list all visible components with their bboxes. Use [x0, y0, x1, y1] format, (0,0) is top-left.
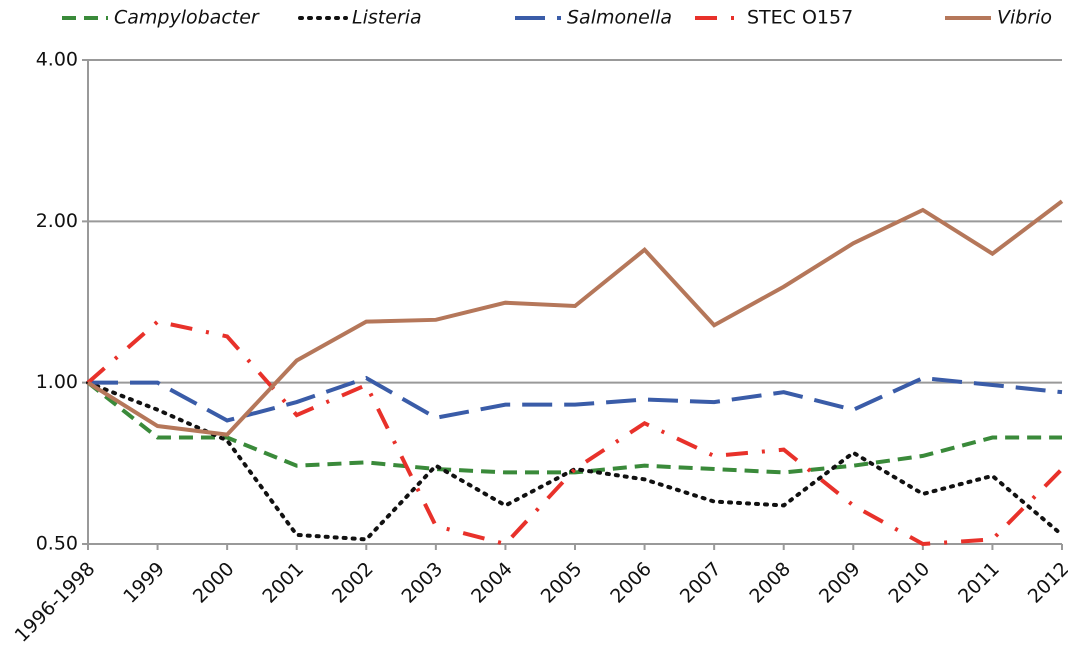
x-tick-label: 2003: [398, 558, 448, 608]
legend-label: Salmonella: [567, 7, 672, 29]
x-tick-label: 2001: [258, 558, 308, 608]
x-tick-label: 2007: [676, 558, 726, 608]
legend-label: Campylobacter: [114, 7, 260, 29]
series-line: [86, 381, 1062, 475]
x-tick-label: 2008: [745, 558, 795, 608]
x-tick-label: 2004: [467, 558, 517, 608]
legend-label: STEC O157: [747, 7, 853, 29]
y-tick-label: 0.50: [36, 533, 78, 555]
legend-label: Vibrio: [997, 7, 1052, 29]
x-tick-label: 1999: [119, 558, 169, 608]
series-line: [88, 375, 1063, 423]
x-tick-label: 2000: [189, 558, 239, 608]
x-tick-label: 2005: [537, 558, 587, 608]
y-tick-label: 4.00: [36, 49, 78, 71]
series-line: [86, 319, 1064, 547]
x-tick-label: 2010: [885, 558, 935, 608]
x-tick-label: 1996-1998: [11, 558, 100, 647]
x-tick-label: 2011: [954, 558, 1004, 608]
series-line: [86, 199, 1064, 437]
x-tick-label: 2002: [328, 558, 378, 608]
y-tick-label: 1.00: [36, 371, 78, 393]
series-line: [86, 380, 1064, 542]
legend-label: Listeria: [352, 7, 422, 29]
x-tick-label: 2006: [606, 558, 656, 608]
x-tick-label: 2012: [1024, 558, 1068, 608]
x-tick-label: 2009: [815, 558, 865, 608]
y-tick-label: 2.00: [36, 210, 78, 232]
